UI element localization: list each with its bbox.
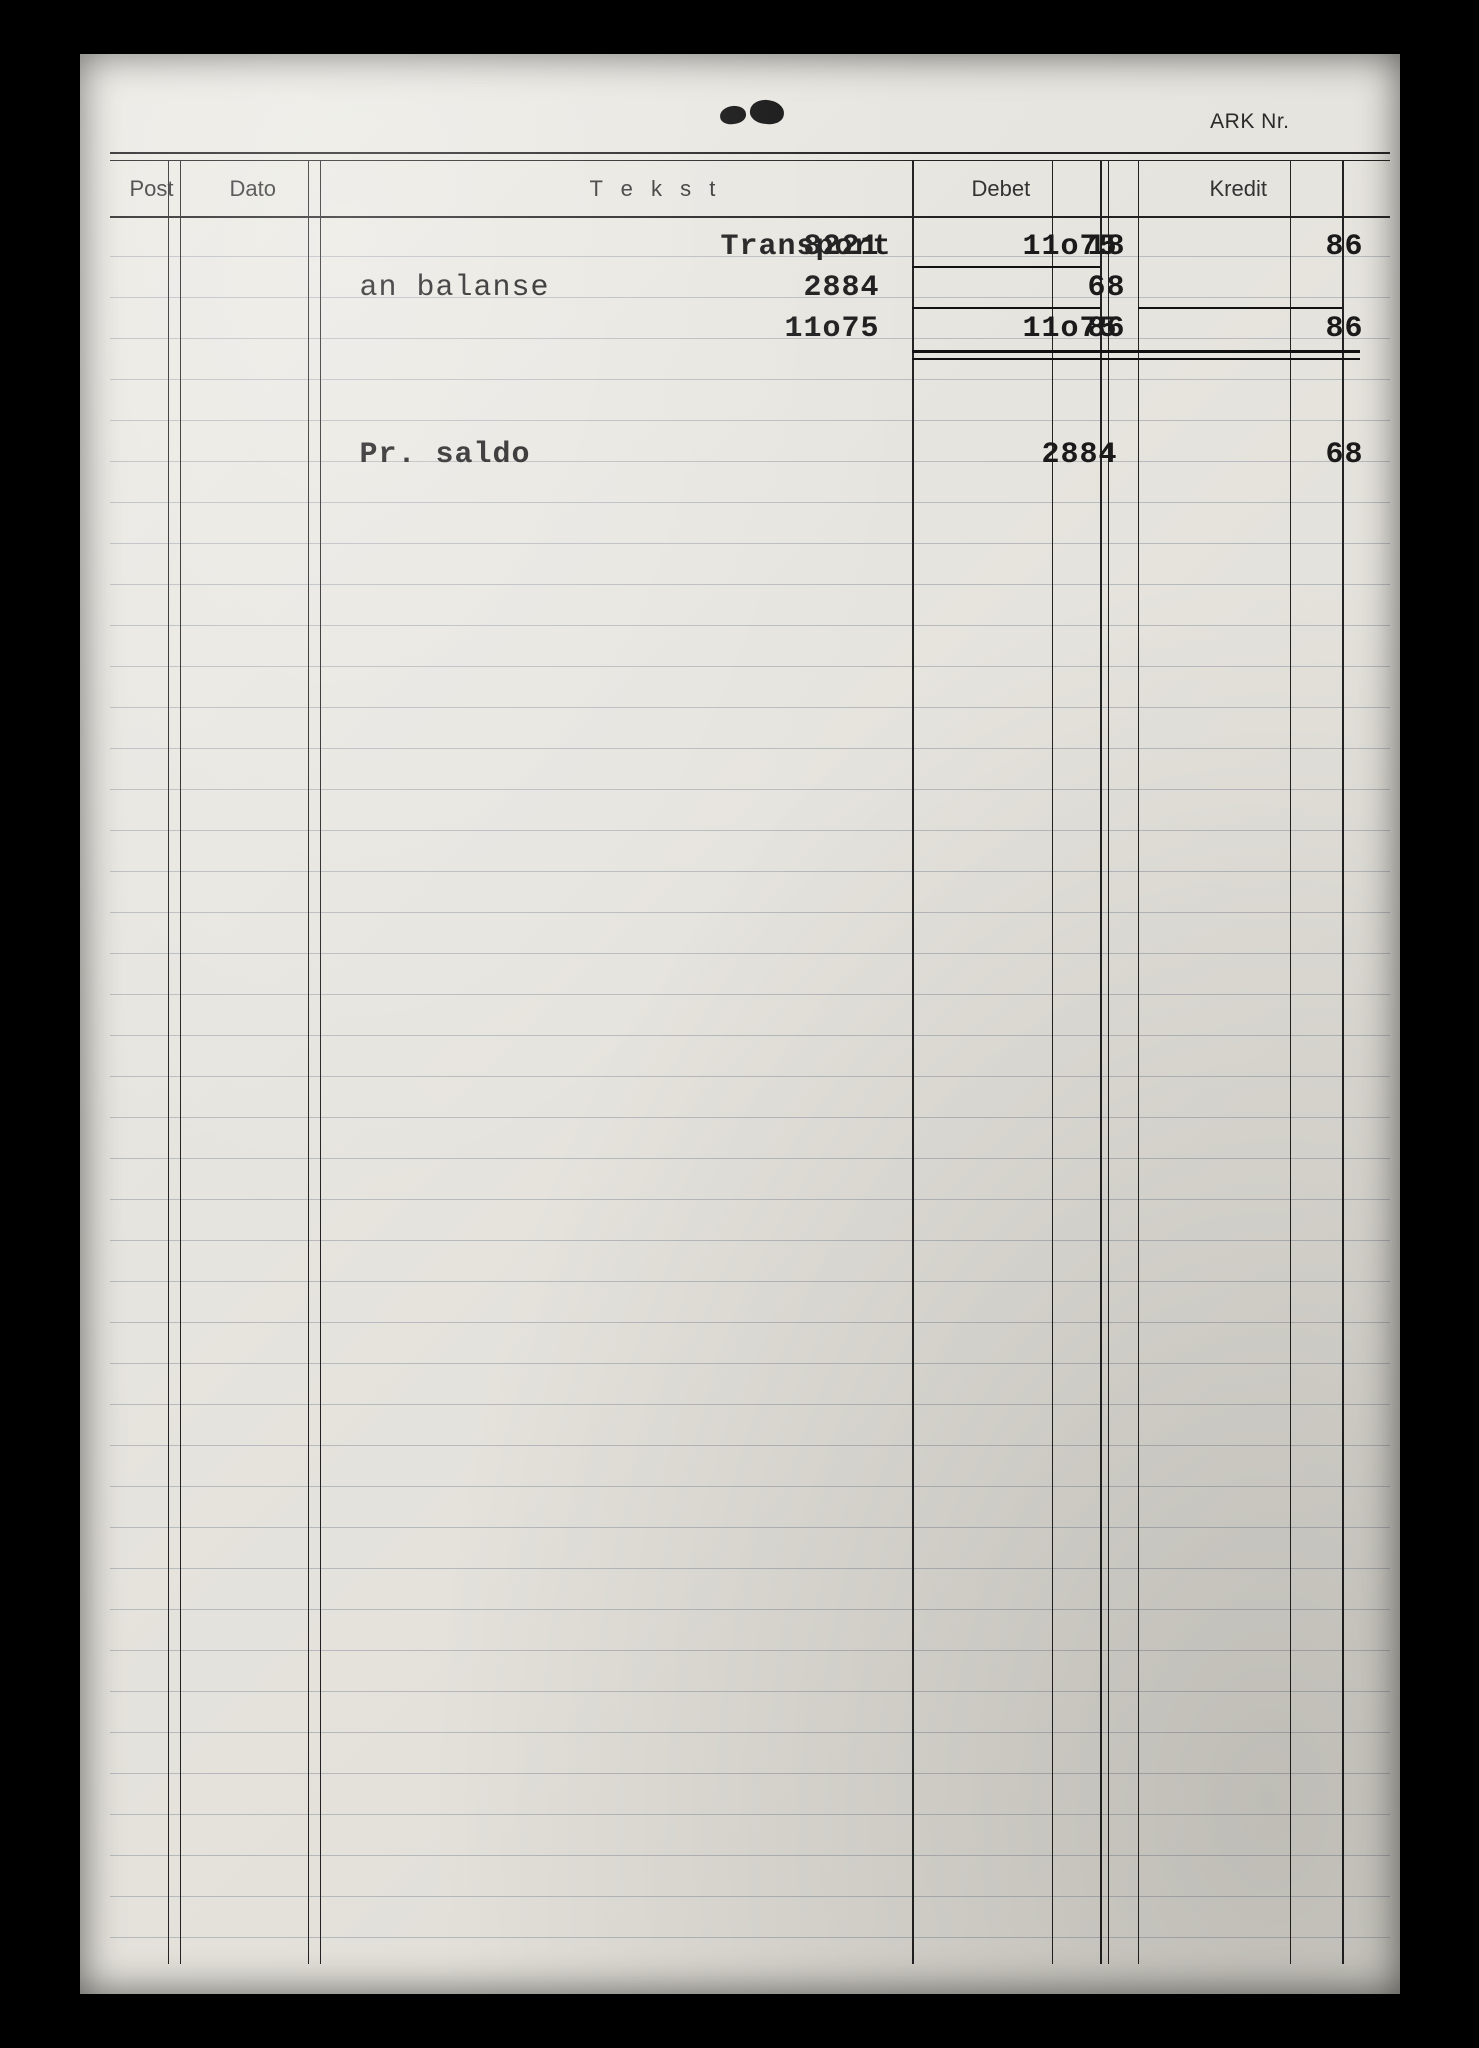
row-tekst: Pr. saldo [360, 438, 531, 472]
page-frame: ARK Nr. Post Dato T e k s t Debet Kredit… [0, 0, 1479, 2048]
row-kredit-cents: 86 [1326, 312, 1364, 346]
ark-number-label: ARK Nr. [1210, 110, 1289, 134]
row-debet-cents: 68 [1088, 271, 1126, 305]
total-double-rule-2 [912, 358, 1360, 360]
body-row-lines [110, 216, 1390, 1964]
col-tekst-label: T e k s t [590, 176, 722, 202]
ledger-row: Transport 8221 18 11o75 86 [110, 226, 1390, 267]
top-rule [110, 152, 1390, 154]
row-debet-units: 11o75 [784, 312, 879, 346]
total-double-rule [912, 350, 1360, 353]
binder-clip-mark [720, 98, 790, 128]
ledger-sheet: ARK Nr. Post Dato T e k s t Debet Kredit… [80, 54, 1400, 1994]
row-kredit-cents: 86 [1326, 230, 1364, 264]
row-tekst: an balanse [360, 271, 550, 305]
row-kredit-units: 11o75 [1022, 230, 1117, 264]
ledger-row-total: 11o75 86 11o75 86 [110, 308, 1390, 349]
row-kredit-units: 2884 [1041, 438, 1117, 472]
col-kredit-label: Kredit [1210, 176, 1267, 202]
col-dato-label: Dato [230, 176, 276, 202]
ledger-row: an balanse 2884 68 [110, 267, 1390, 308]
row-kredit-units: 11o75 [1022, 312, 1117, 346]
row-kredit-cents: 68 [1326, 438, 1364, 472]
column-header-band: Post Dato T e k s t Debet Kredit [110, 160, 1390, 218]
ledger-row: Pr. saldo 2884 68 [110, 434, 1390, 475]
row-debet-units: 8221 [803, 230, 879, 264]
col-debet-label: Debet [972, 176, 1031, 202]
row-debet-units: 2884 [803, 271, 879, 305]
